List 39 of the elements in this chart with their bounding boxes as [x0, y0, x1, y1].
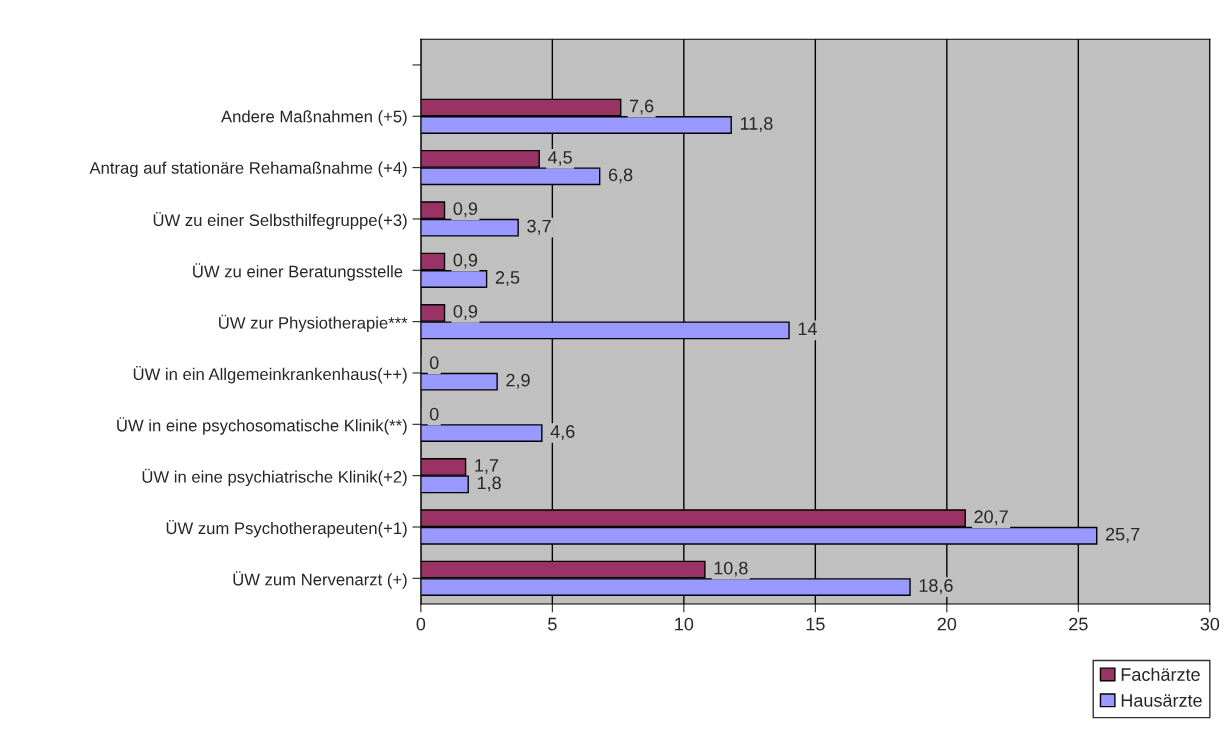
legend-label: Hausärzte [1121, 694, 1202, 707]
data-label: 3,7 [527, 219, 551, 235]
x-tick-label: 25 [1069, 617, 1088, 631]
y-tick-label: Andere Maßnahmen (+5) [221, 110, 407, 126]
y-tick-label: ÜW in eine psychosomatische Klinik(**) [117, 417, 407, 435]
data-label: 0,9 [453, 253, 478, 269]
data-label: 4,5 [547, 151, 572, 166]
y-tick-label: ÜW zum Nervenarzt (+) [233, 571, 407, 589]
data-label: 25,7 [1105, 527, 1140, 543]
y-tick-label: ÜW in ein Allgemeinkrankenhaus(++) [133, 366, 407, 384]
data-label: 20,7 [974, 510, 1008, 526]
y-tick-label: ÜW zum Psychotherapeuten(+1) [166, 520, 407, 538]
x-tick-label: 5 [548, 617, 557, 631]
data-label: 11,8 [740, 117, 773, 132]
x-tick-label: 30 [1200, 617, 1220, 631]
data-label: 0 [429, 407, 439, 421]
x-tick-label: 10 [675, 617, 694, 631]
data-label: 2,5 [495, 271, 520, 286]
data-label: 1,8 [477, 476, 501, 492]
data-label: 18,6 [919, 579, 953, 595]
x-tick-label: 15 [806, 617, 825, 631]
x-tick-label: 0 [416, 617, 426, 631]
legend-label: Fachärzte [1121, 667, 1200, 681]
data-label: 1,7 [475, 459, 499, 474]
y-tick-label: ÜW zu einer Beratungsstelle [193, 263, 403, 281]
data-label: 0 [429, 356, 439, 370]
y-tick-label: ÜW zu einer Selbsthilfegruppe(+3) [153, 211, 407, 230]
x-tick-label: 20 [937, 617, 957, 631]
data-label: 6,8 [608, 168, 633, 184]
data-label: 14 [798, 322, 817, 336]
data-label: 0,9 [453, 304, 478, 320]
y-tick-label: ÜW zur Physiotherapie*** [219, 314, 408, 333]
data-label: 4,6 [550, 425, 575, 441]
data-label: 0,9 [453, 202, 478, 218]
y-tick-label: Antrag auf stationäre Rehamaßnahme (+4) [89, 161, 407, 178]
y-tick-label: ÜW in eine psychiatrische Klinik(+2) [142, 468, 407, 487]
data-label: 7,6 [629, 99, 654, 115]
data-label: 10,8 [714, 561, 748, 577]
data-label: 2,9 [506, 373, 530, 389]
